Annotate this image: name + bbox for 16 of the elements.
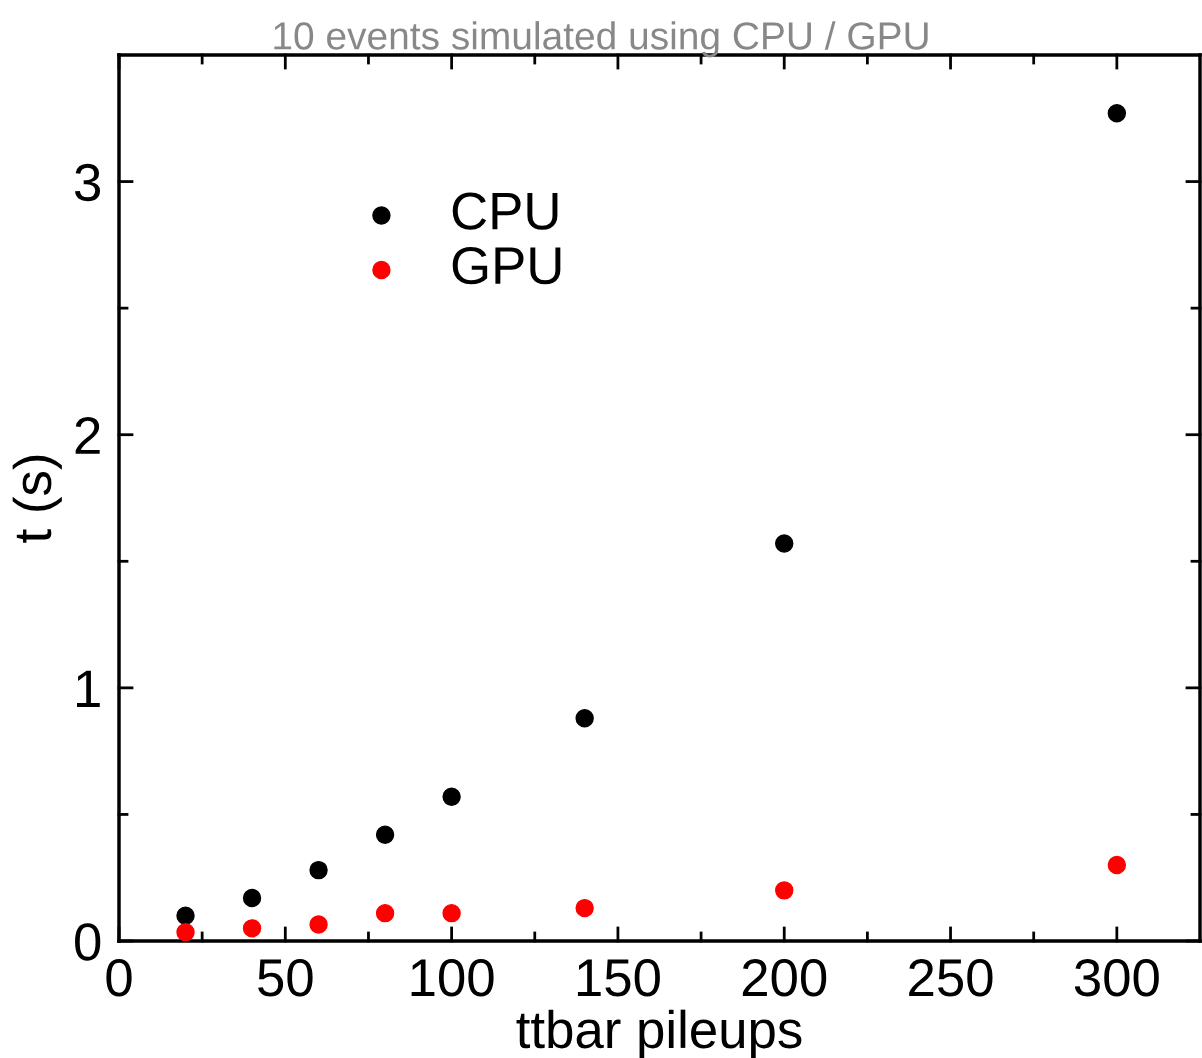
x-tick-label: 250 bbox=[909, 959, 993, 997]
y-tick-label: 3 bbox=[75, 163, 101, 202]
legend-label: CPU bbox=[452, 192, 558, 230]
x-tick-label: 50 bbox=[258, 959, 313, 997]
x-tick-label: 100 bbox=[411, 959, 494, 997]
x-tick-label: 300 bbox=[1074, 959, 1159, 997]
x-tick-label: 150 bbox=[577, 959, 660, 997]
y-axis-title: t (s) bbox=[12, 455, 62, 543]
x-tick-label: 200 bbox=[742, 959, 827, 997]
x-tick-label: 0 bbox=[106, 959, 132, 997]
y-tick-label: 1 bbox=[77, 670, 100, 707]
chart-title: 10 events simulated using CPU / GPU bbox=[274, 21, 928, 58]
legend-label: GPU bbox=[452, 246, 561, 285]
y-tick-label: 2 bbox=[75, 416, 100, 454]
y-tick-label: 0 bbox=[75, 923, 101, 961]
x-axis-title: ttbar pileups bbox=[516, 1009, 802, 1058]
